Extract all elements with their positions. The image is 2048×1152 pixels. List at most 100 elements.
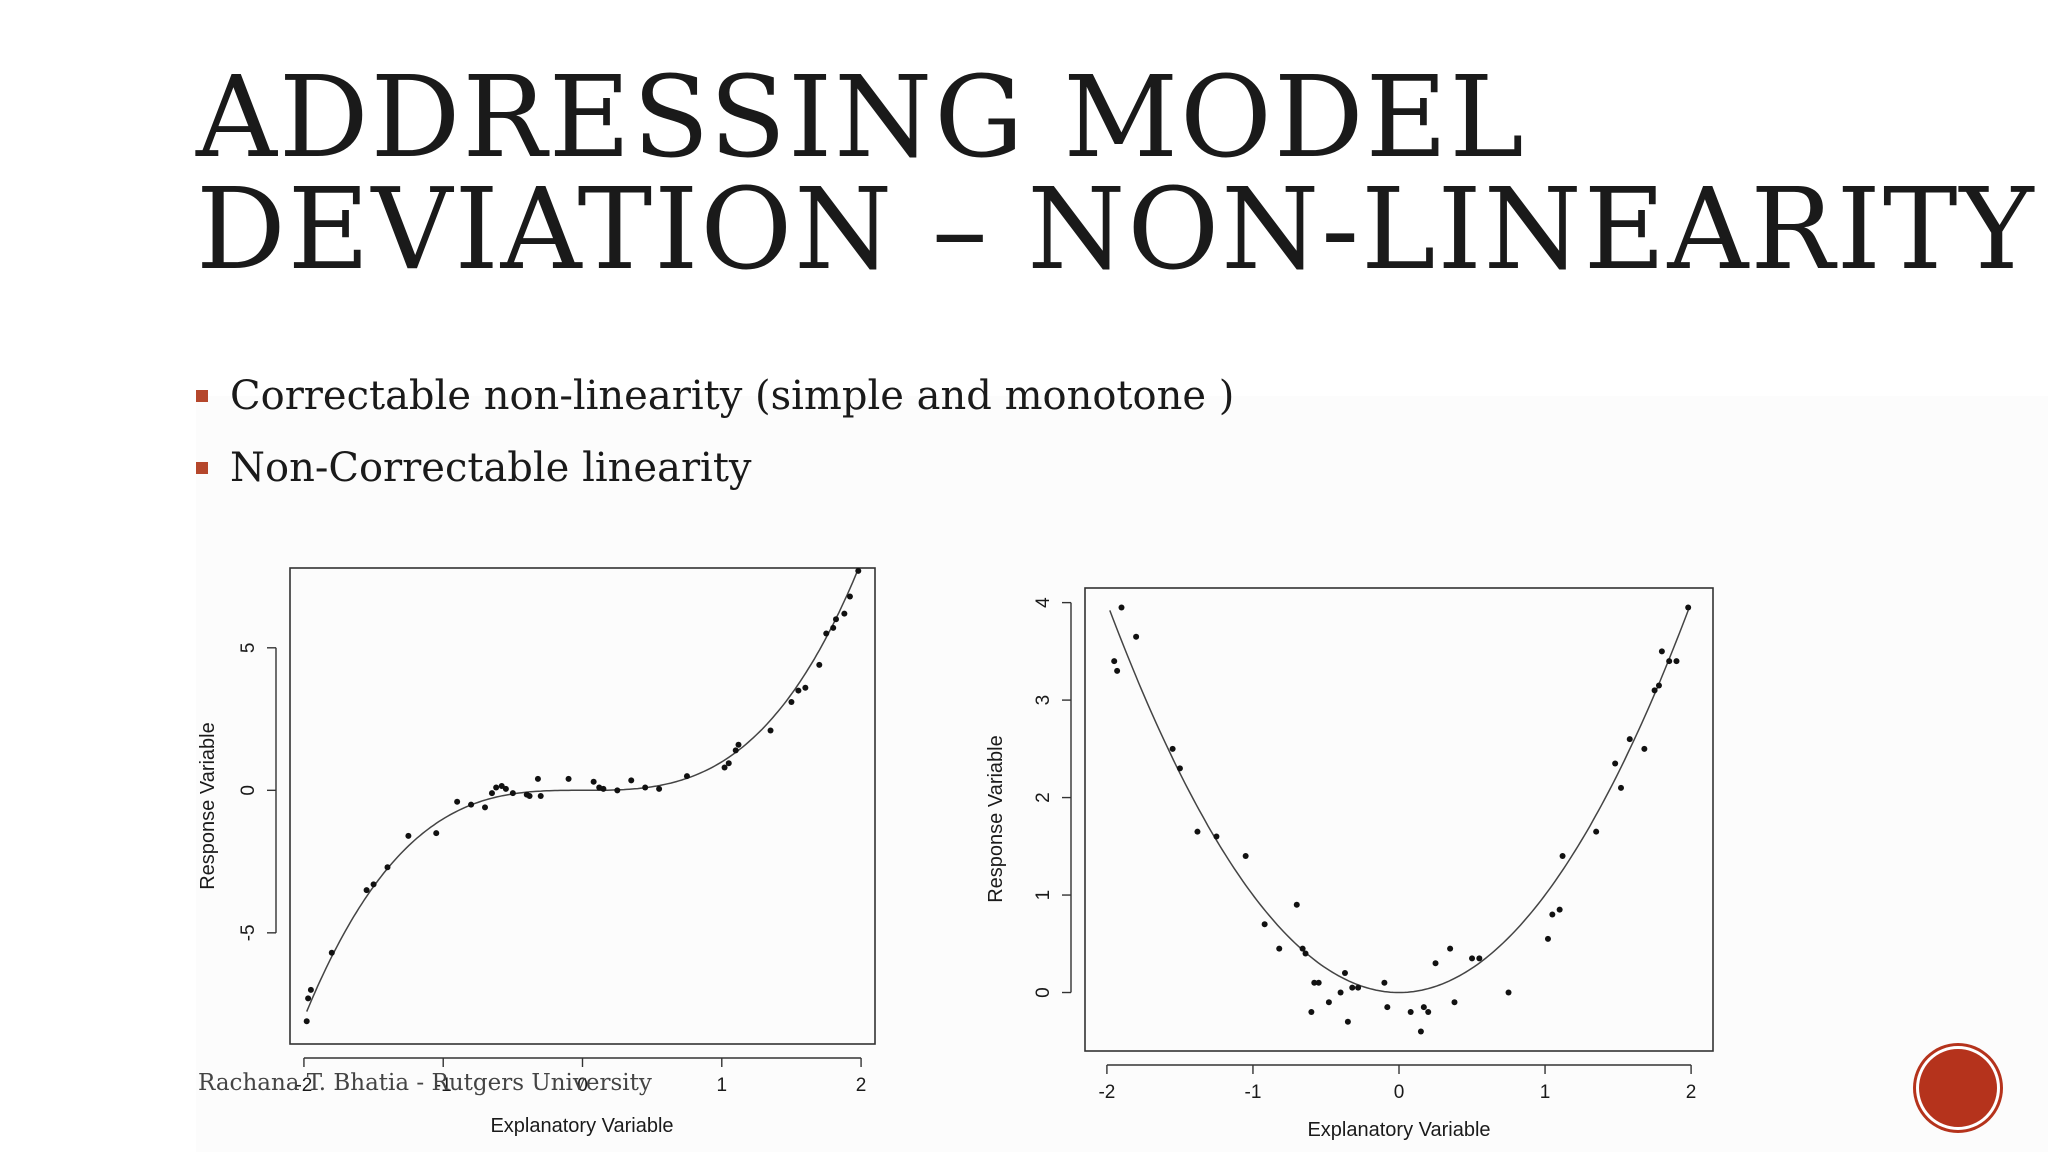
data-point xyxy=(1626,736,1633,743)
data-point xyxy=(721,764,728,771)
nav-circle-button[interactable] xyxy=(1916,1046,2000,1130)
title-line-1: ADDRESSING MODEL xyxy=(196,53,1526,183)
x-tick-label: 1 xyxy=(716,1075,727,1096)
data-point xyxy=(405,832,412,839)
data-point xyxy=(534,775,541,782)
x-tick-label: -1 xyxy=(1245,1082,1262,1103)
data-point xyxy=(1381,979,1388,986)
data-point xyxy=(1302,950,1309,957)
data-point xyxy=(1384,1004,1391,1011)
data-point xyxy=(642,784,649,791)
data-point xyxy=(468,801,475,808)
data-point xyxy=(488,790,495,797)
data-point xyxy=(502,785,509,792)
data-point xyxy=(1655,682,1662,689)
data-point xyxy=(303,1018,310,1025)
data-point xyxy=(590,778,597,785)
data-point xyxy=(795,687,802,694)
data-point xyxy=(1337,989,1344,996)
data-point xyxy=(537,793,544,800)
data-point xyxy=(1341,970,1348,977)
data-point xyxy=(1549,911,1556,918)
x-tick-label: 1 xyxy=(1540,1082,1551,1103)
data-point xyxy=(1349,984,1356,991)
data-point xyxy=(1344,1018,1351,1025)
data-point xyxy=(1685,604,1692,611)
data-point xyxy=(1476,955,1483,962)
x-tick-label: 2 xyxy=(856,1075,867,1096)
data-point xyxy=(683,773,690,780)
data-point xyxy=(1169,745,1176,752)
x-tick-label: 0 xyxy=(577,1075,588,1096)
data-point xyxy=(1651,687,1658,694)
data-point xyxy=(370,881,377,888)
y-tick-label: 4 xyxy=(1033,597,1054,608)
bullet-item: Correctable non-linearity (simple and mo… xyxy=(196,360,1234,432)
data-point xyxy=(1194,828,1201,835)
y-tick-label: 5 xyxy=(238,643,259,654)
data-point xyxy=(307,986,314,993)
x-tick-label: 0 xyxy=(1394,1082,1405,1103)
slide-title: ADDRESSING MODEL DEVIATION – NON-LINEARI… xyxy=(196,53,2034,286)
data-point xyxy=(454,798,461,805)
data-point xyxy=(1133,633,1140,640)
data-point xyxy=(1505,989,1512,996)
plot-frame xyxy=(289,567,876,1045)
x-tick-label: 2 xyxy=(1686,1082,1697,1103)
y-axis-title: Response Variable xyxy=(985,735,1007,903)
data-point xyxy=(1447,945,1454,952)
data-point xyxy=(823,630,830,637)
data-point xyxy=(1658,648,1665,655)
data-point xyxy=(788,698,795,705)
data-point xyxy=(1593,828,1600,835)
data-point xyxy=(855,567,862,574)
data-point xyxy=(328,949,335,956)
y-tick-label: 0 xyxy=(1033,987,1054,998)
data-point xyxy=(816,661,823,668)
data-point xyxy=(526,793,533,800)
bullet-text: Non-Correctable linearity xyxy=(230,445,752,491)
data-point xyxy=(1325,999,1332,1006)
data-point xyxy=(565,775,572,782)
data-point xyxy=(846,593,853,600)
data-point xyxy=(735,741,742,748)
data-point xyxy=(384,864,391,871)
bullet-text: Correctable non-linearity (simple and mo… xyxy=(230,373,1235,419)
data-point xyxy=(1261,921,1268,928)
data-point xyxy=(482,804,488,811)
fit-curve xyxy=(306,568,859,1012)
data-point xyxy=(1556,906,1563,913)
data-point xyxy=(1118,604,1125,611)
data-point xyxy=(833,616,839,623)
data-point xyxy=(1425,1009,1432,1016)
data-point xyxy=(1176,765,1183,772)
y-tick-label: 3 xyxy=(1033,695,1054,706)
square-bullet-icon xyxy=(196,462,208,474)
bullet-list: Correctable non-linearity (simple and mo… xyxy=(196,360,1234,504)
y-tick-label: -5 xyxy=(238,924,259,941)
figure-background xyxy=(196,396,2048,1152)
data-point xyxy=(614,787,621,794)
data-point xyxy=(600,785,607,792)
x-tick-label: -1 xyxy=(435,1075,452,1096)
fit-curve xyxy=(1109,610,1689,994)
data-point xyxy=(1355,984,1362,991)
data-point xyxy=(1417,1028,1424,1035)
data-point xyxy=(363,887,370,894)
data-point xyxy=(1544,935,1551,942)
x-axis-title: Explanatory Variable xyxy=(490,1115,673,1137)
data-point xyxy=(802,684,809,691)
x-tick-label: -2 xyxy=(1098,1082,1115,1103)
data-point xyxy=(493,784,500,791)
data-point xyxy=(1420,1004,1427,1011)
y-tick-label: 2 xyxy=(1033,792,1054,803)
data-point xyxy=(1315,979,1322,986)
data-point xyxy=(1559,853,1566,860)
data-point xyxy=(1451,999,1458,1006)
data-point xyxy=(1673,658,1680,665)
data-point xyxy=(1641,745,1648,752)
data-point xyxy=(1666,658,1673,665)
data-point xyxy=(1432,960,1439,967)
